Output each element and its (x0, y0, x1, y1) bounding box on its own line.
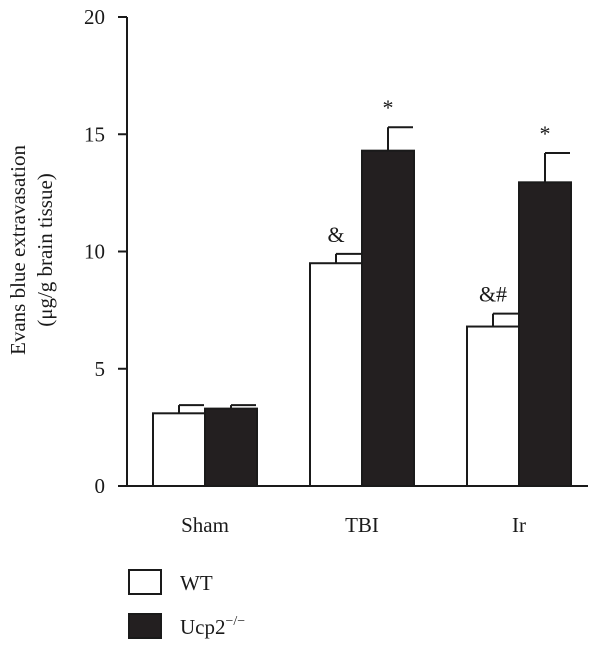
significance-marker: & (327, 222, 344, 247)
legend-label-wt: WT (180, 571, 213, 595)
bar (466, 325, 520, 488)
y-tick-label: 0 (95, 474, 106, 498)
legend-swatch-ucp2 (128, 613, 162, 639)
legend-label-ucp2: Ucp2−/− (180, 614, 245, 639)
legend-label-ucp2-superscript: −/− (226, 614, 246, 629)
significance-marker: * (540, 121, 551, 146)
significance-marker: * (383, 95, 394, 120)
y-axis-label-line2: (μg/g brain tissue) (33, 173, 57, 327)
legend-swatch-wt (128, 569, 162, 595)
y-axis: 0 5 10 15 20 (84, 5, 128, 498)
y-tick-label: 15 (84, 122, 105, 146)
x-category-label: Sham (181, 513, 229, 537)
y-axis-label-line1: Evans blue extravasation (6, 145, 30, 355)
legend: WT Ucp2−/− (128, 569, 245, 639)
bars: & * &# * (152, 95, 572, 488)
significance-marker: &# (479, 282, 507, 307)
bar (204, 407, 258, 487)
bar (309, 262, 363, 487)
bar (152, 412, 206, 487)
x-category-label: TBI (345, 513, 379, 537)
y-axis-label: Evans blue extravasation (μg/g brain tis… (6, 145, 57, 355)
bar (361, 149, 415, 487)
y-tick-label: 5 (95, 357, 106, 381)
x-axis: Sham TBI Ir (127, 485, 588, 537)
y-tick-label: 10 (84, 240, 105, 264)
legend-label-ucp2-base: Ucp2 (180, 615, 226, 639)
y-tick-label: 20 (84, 5, 105, 29)
x-category-label: Ir (512, 513, 526, 537)
bar (518, 181, 572, 487)
